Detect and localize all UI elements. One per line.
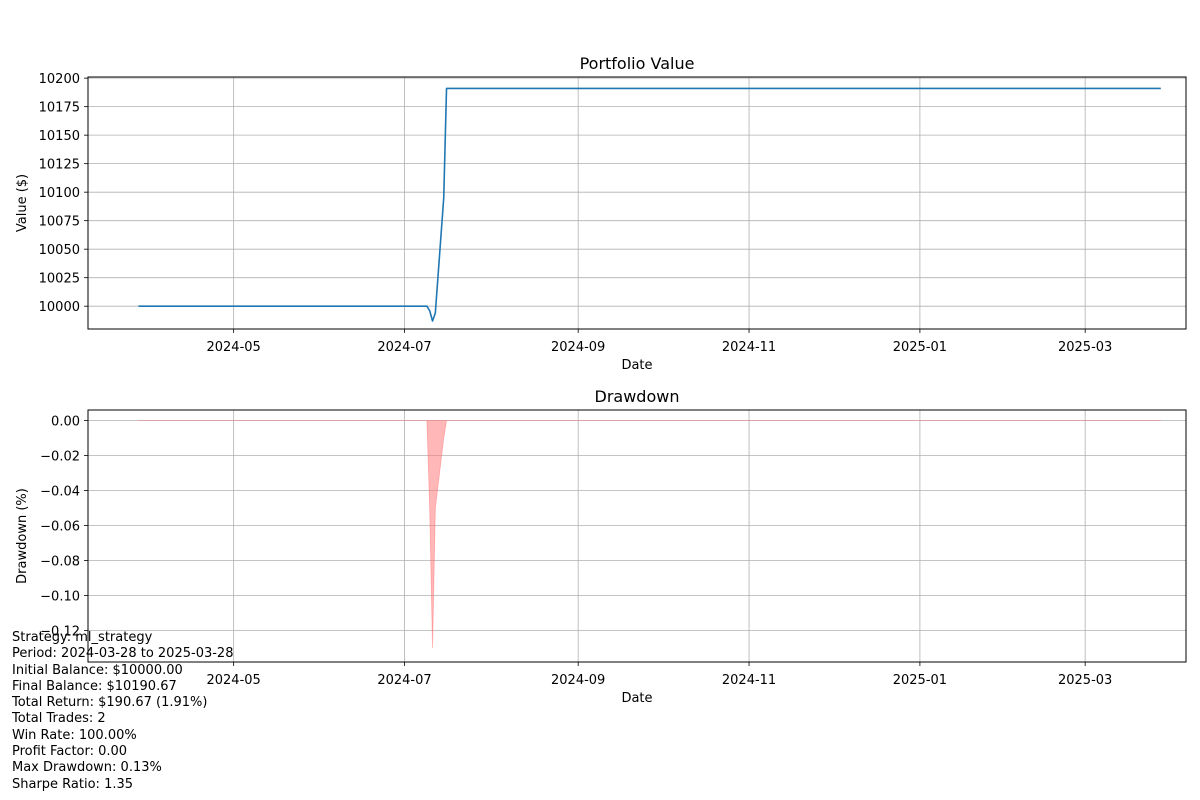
drawdown-y-axis-label: Drawdown (%) xyxy=(15,488,30,584)
portfolio-chart xyxy=(84,76,1187,333)
portfolio-x-tick-label: 2025-03 xyxy=(1058,340,1112,355)
drawdown-y-tick-label: −0.08 xyxy=(40,555,80,570)
drawdown-x-axis-label: Date xyxy=(621,691,652,706)
portfolio-y-tick-label: 10175 xyxy=(39,101,80,116)
portfolio-y-tick-label: 10050 xyxy=(39,243,80,258)
portfolio-x-tick-label: 2025-01 xyxy=(893,340,947,355)
portfolio-x-axis-label: Date xyxy=(621,358,652,373)
portfolio-y-tick-label: 10000 xyxy=(39,300,80,315)
drawdown-x-tick-label: 2024-09 xyxy=(551,673,605,688)
drawdown-x-tick-label: 2024-05 xyxy=(206,673,260,688)
portfolio-y-tick-label: 10025 xyxy=(39,272,80,287)
drawdown-y-tick-label: −0.06 xyxy=(40,520,80,535)
drawdown-x-tick-label: 2025-01 xyxy=(893,673,947,688)
portfolio-title: Portfolio Value xyxy=(580,54,695,73)
portfolio-y-tick-label: 10150 xyxy=(39,129,80,144)
portfolio-value-line xyxy=(138,87,1161,322)
portfolio-y-tick-label: 10100 xyxy=(39,186,80,201)
drawdown-title: Drawdown xyxy=(595,387,680,406)
drawdown-chart xyxy=(84,409,1187,666)
drawdown-y-tick-label: −0.10 xyxy=(40,590,80,605)
drawdown-axes-frame xyxy=(87,409,1187,663)
portfolio-y-axis-label: Value ($) xyxy=(15,174,30,232)
stats-max-drawdown: Max Drawdown: 0.13% xyxy=(12,760,162,776)
drawdown-y-tick-label: −0.12 xyxy=(40,625,80,640)
drawdown-y-tick-label: −0.04 xyxy=(40,485,80,500)
drawdown-area xyxy=(138,420,1161,649)
stats-initial-balance: Initial Balance: $10000.00 xyxy=(12,662,183,678)
portfolio-y-tick-label: 10075 xyxy=(39,215,80,230)
portfolio-x-tick-label: 2024-07 xyxy=(377,340,431,355)
portfolio-axes-frame xyxy=(87,76,1187,330)
stats-text-block: Strategy: ml_strategy Period: 2024-03-28… xyxy=(12,630,233,793)
stats-sharpe-ratio: Sharpe Ratio: 1.35 xyxy=(12,776,134,792)
portfolio-x-tick-label: 2024-09 xyxy=(551,340,605,355)
portfolio-x-tick-label: 2024-05 xyxy=(206,340,260,355)
stats-total-return: Total Return: $190.67 (1.91%) xyxy=(12,695,208,711)
drawdown-x-tick-label: 2025-03 xyxy=(1058,673,1112,688)
drawdown-x-tick-label: 2024-07 xyxy=(377,673,431,688)
drawdown-y-tick-label: 0.00 xyxy=(51,415,80,430)
stats-win-rate: Win Rate: 100.00% xyxy=(12,727,137,743)
stats-period: Period: 2024-03-28 to 2025-03-28 xyxy=(12,646,234,662)
stats-strategy: Strategy: ml_strategy xyxy=(12,630,153,645)
drawdown-x-tick-label: 2024-11 xyxy=(722,673,776,688)
portfolio-y-tick-label: 10200 xyxy=(39,72,80,87)
portfolio-x-tick-label: 2024-11 xyxy=(722,340,776,355)
stats-total-trades: Total Trades: 2 xyxy=(12,711,106,727)
drawdown-y-tick-label: −0.02 xyxy=(40,450,80,465)
portfolio-y-tick-label: 10125 xyxy=(39,158,80,173)
stats-profit-factor: Profit Factor: 0.00 xyxy=(12,744,128,760)
stats-final-balance: Final Balance: $10190.67 xyxy=(12,678,177,694)
